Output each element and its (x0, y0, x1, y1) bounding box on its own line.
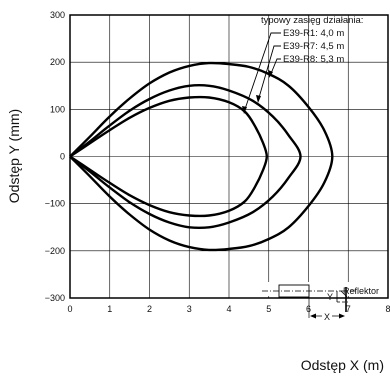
y-tick-label-200: 200 (50, 57, 65, 67)
series-line-e39-r7 (69, 84, 302, 230)
x-tick-label-8: 8 (385, 304, 390, 314)
legend: typowy zasięg działania: E39-R1: 4,0 m E… (242, 15, 363, 114)
y-tick-label-0: 0 (60, 152, 65, 162)
x-label-backdrop (322, 309, 332, 321)
x-dimension-arrow-left (310, 313, 316, 319)
series-line-e39-r8 (69, 61, 334, 252)
reflector-leader (340, 290, 348, 298)
x-tick-label-3: 3 (187, 304, 192, 314)
legend-entry-e39-r8: E39-R8: 5,3 m (283, 54, 344, 65)
x-tick-label-2: 2 (147, 304, 152, 314)
series-line-e39-r1 (69, 95, 268, 218)
x-tick-label-5: 5 (266, 304, 271, 314)
sensor-box (278, 284, 310, 298)
y-tick-label-100: 100 (50, 104, 65, 114)
y-tick-label--300: −300 (45, 293, 65, 303)
y-tick-label--200: −200 (45, 246, 65, 256)
inset-x-label: X (324, 312, 330, 322)
plot-frame (69, 14, 389, 299)
legend-entry-e39-r1: E39-R1: 4,0 m (283, 28, 344, 39)
legend-pointer-e39-r1 (243, 32, 281, 113)
legend-pointer-e39-r1-arrowhead (242, 106, 247, 114)
legend-pointer-e39-r8 (269, 58, 281, 77)
inset-diagram: Y Reflektor X (258, 282, 379, 322)
legend-entry-e39-r7: E39-R7: 4,5 m (283, 41, 344, 52)
y-axis-title: Odstęp Y (mm) (6, 109, 22, 203)
x-tick-label-7: 7 (346, 304, 351, 314)
x-tick-label-0: 0 (67, 304, 72, 314)
y-tick-label--100: −100 (45, 199, 65, 209)
x-tick-label-4: 4 (226, 304, 231, 314)
inset-y-label: Y (327, 292, 333, 302)
y-tick-label-300: 300 (50, 10, 65, 20)
x-axis-title: Odstęp X (m) (301, 357, 384, 373)
x-tick-labels: 0 1 2 3 4 5 6 7 8 (67, 304, 390, 314)
curves (69, 61, 334, 252)
grid (70, 15, 388, 298)
legend-pointer-e39-r7-arrowhead (256, 95, 261, 103)
x-tick-label-6: 6 (306, 304, 311, 314)
legend-pointer-e39-r8-arrowhead (268, 70, 273, 78)
y-tick-labels: 300 200 100 0 −100 −200 −300 (45, 10, 65, 303)
inset-reflector-label: Reflektor (343, 286, 379, 296)
legend-title: typowy zasięg działania: (261, 15, 363, 26)
x-tick-label-1: 1 (107, 304, 112, 314)
legend-pointer-e39-r7 (257, 45, 281, 102)
x-dimension-arrow-right (339, 313, 345, 319)
